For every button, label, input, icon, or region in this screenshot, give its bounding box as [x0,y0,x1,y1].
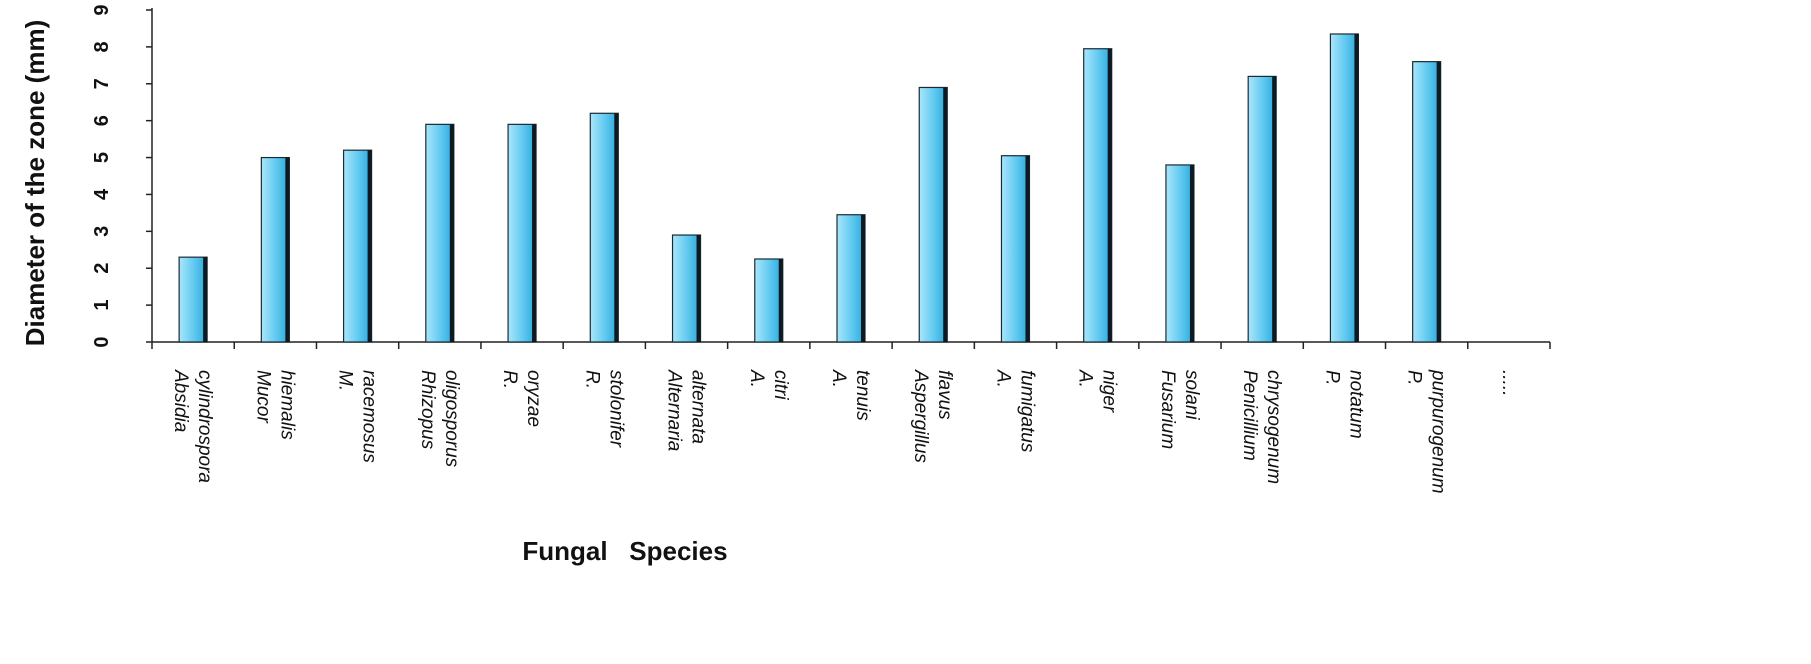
bar [1247,75,1277,343]
category-label: Fusarium solani [1157,370,1202,449]
bar [1083,48,1113,343]
category-label: Alternaria alternata [664,369,709,451]
category-label: Rhizopus oligosporus [417,370,462,468]
bar [260,156,290,343]
category-label: A. fumigatus [992,369,1037,453]
bar [1329,33,1360,343]
category-label: Aspergillus flavus [910,369,955,463]
y-tick-label: 4 [91,188,113,200]
category-label: Mucor hiemalis [252,370,297,440]
y-tick-label: 7 [91,78,113,89]
x-axis [151,341,1551,349]
y-tick-label: 6 [91,115,113,126]
y-tick-label: 9 [91,4,113,15]
bar [342,149,373,343]
category-label: M. racemosus [335,370,380,463]
category-label: P. notatum [1321,370,1366,439]
y-axis-title: Diameter of the zone (mm) [20,20,50,347]
category-label: A. citri [746,369,791,400]
y-axis: 0 1 2 3 4 5 6 7 8 9 [91,4,153,348]
y-tick-label: 2 [91,263,113,274]
bar [836,214,866,343]
bar [754,258,784,343]
category-label: R. oryzae [499,370,544,427]
bar [425,123,455,343]
category-label: A. tenuis [828,369,873,421]
bars [178,33,1442,343]
y-tick-label: 8 [91,41,113,52]
category-label: Penicillium chrysogenum [1239,370,1284,484]
x-axis-title: Fungal Species [522,536,727,566]
bar [507,123,537,343]
y-tick-label: 0 [91,336,113,347]
y-tick-label: 5 [91,152,113,163]
bar [671,234,702,343]
category-labels: Absidia cylindrospora Mucor hiemalis M. racem… [170,369,1519,494]
category-label: Absidia cylindrospora [170,369,215,483]
y-tick-label: 1 [91,300,113,311]
bar [1000,155,1031,343]
bar [178,256,208,343]
category-label: R. stolonifer [581,370,626,448]
category-label: ..... [1498,370,1519,396]
y-tick-label: 3 [91,226,113,237]
bar [918,86,948,343]
bar [589,112,619,343]
bar [1165,164,1195,343]
bar [1412,61,1442,343]
category-label: P. purpurogenum [1404,369,1449,494]
category-label: A. niger [1075,369,1120,413]
